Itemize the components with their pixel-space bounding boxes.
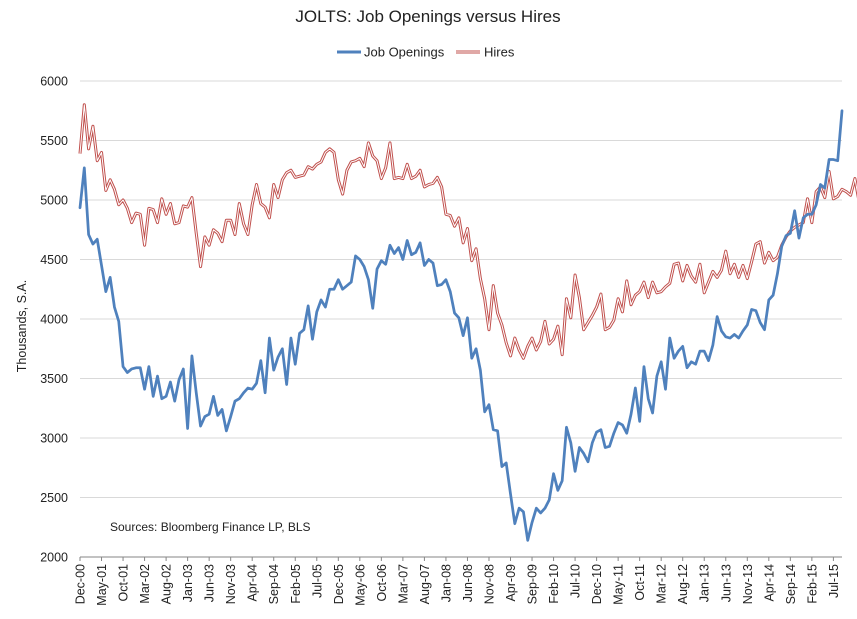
x-tick-label: Oct-06	[375, 564, 389, 602]
y-tick-label: 6000	[40, 75, 68, 89]
series-group	[78, 103, 857, 542]
x-tick-label: Jul-10	[569, 564, 583, 598]
x-tick-label: Jun-08	[461, 564, 475, 602]
x-tick-label: Aug-07	[418, 564, 432, 604]
y-axis-ticks: 2000 2500 3000 3500 4000 4500 5000 5500 6000	[40, 75, 68, 565]
x-tick-label: Jul-05	[310, 564, 324, 598]
legend-label: Job Openings	[364, 45, 445, 60]
x-tick-label: May-01	[95, 564, 109, 606]
x-tick-label: Aug-12	[676, 564, 690, 604]
chart-title: JOLTS: Job Openings versus Hires	[295, 7, 560, 26]
gridlines	[80, 80, 842, 498]
y-tick-label: 5500	[40, 134, 68, 148]
x-tick-label: Mar-12	[655, 564, 669, 604]
series-line-job-openings	[78, 109, 844, 542]
x-tick-label: Jan-13	[698, 564, 712, 602]
x-tick-label: Jun-13	[719, 564, 733, 602]
x-tick-label: Apr-09	[504, 564, 518, 602]
x-tick-label: Oct-01	[117, 564, 131, 602]
x-tick-label: May-11	[612, 564, 626, 605]
x-tick-label: Aug-02	[160, 564, 174, 604]
x-tick-label: Mar-02	[138, 564, 152, 604]
series-line-hires-inner	[79, 104, 857, 359]
x-tick-label: Jan-08	[439, 564, 453, 602]
x-tick-label: Nov-13	[741, 564, 755, 604]
x-tick-label: Dec-10	[590, 564, 604, 604]
x-tick-label: Apr-04	[246, 564, 260, 602]
x-axis-ticks: Dec-00 May-01 Oct-01 Mar-02 Aug-02 Jan-03 Jun-…	[74, 557, 841, 606]
x-tick-label: Feb-10	[547, 564, 561, 604]
x-tick-label: Sep-14	[784, 564, 798, 604]
x-tick-label: Feb-05	[289, 564, 303, 604]
y-tick-label: 3000	[40, 432, 68, 446]
x-tick-label: Jan-03	[181, 564, 195, 602]
x-tick-label: Nov-08	[482, 564, 496, 604]
x-tick-label: Apr-14	[762, 564, 776, 602]
legend-label: Hires	[484, 45, 515, 60]
y-tick-label: 5000	[40, 194, 68, 208]
y-tick-label: 2500	[40, 491, 68, 505]
y-tick-label: 4500	[40, 253, 68, 267]
x-tick-label: Dec-00	[74, 564, 88, 604]
x-tick-label: Mar-07	[396, 564, 410, 604]
x-tick-label: May-06	[353, 564, 367, 606]
x-tick-label: Jun-03	[203, 564, 217, 602]
x-tick-label: Dec-05	[332, 564, 346, 604]
x-tick-label: Sep-04	[267, 564, 281, 604]
y-tick-label: 3500	[40, 372, 68, 386]
source-note: Sources: Bloomberg Finance LP, BLS	[110, 520, 311, 534]
x-tick-label: Nov-03	[224, 564, 238, 604]
y-tick-label: 4000	[40, 313, 68, 327]
x-tick-label: Feb-15	[805, 564, 819, 604]
x-tick-label: Jul-15	[827, 564, 841, 598]
x-tick-label: Sep-09	[526, 564, 540, 604]
y-axis-title: Thousands, S.A.	[15, 280, 29, 372]
y-tick-label: 2000	[40, 551, 68, 565]
legend: Job Openings Hires	[337, 45, 515, 60]
x-tick-label: Oct-11	[633, 564, 647, 601]
